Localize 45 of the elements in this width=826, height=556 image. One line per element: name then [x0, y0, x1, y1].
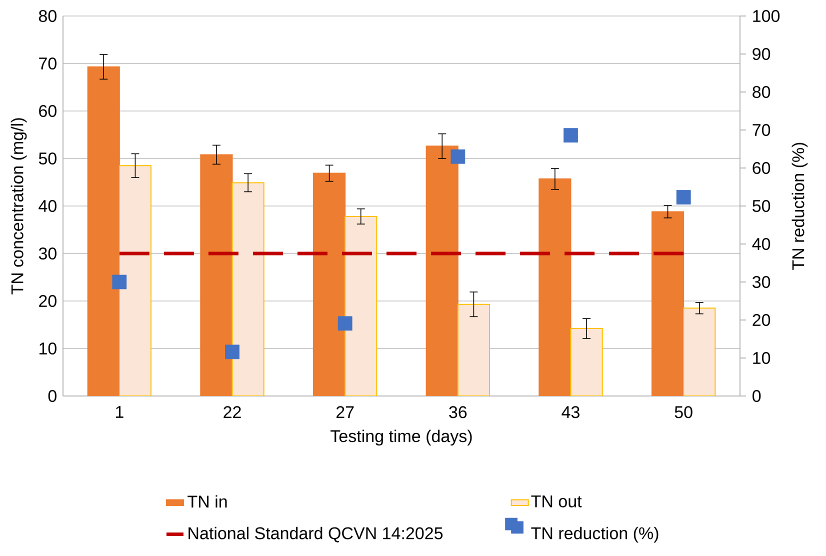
x-tick-label: 50	[674, 406, 692, 418]
y-tick-label: 80	[38, 10, 56, 22]
x-axis-title: Testing time (days)	[330, 430, 472, 446]
legend-label: TN reduction (%)	[531, 526, 658, 543]
y2-tick-label: 0	[752, 390, 761, 402]
bar	[118, 165, 152, 396]
x-tick-label: 36	[449, 406, 467, 418]
y2-tick-label: 20	[752, 314, 770, 326]
bar	[570, 328, 603, 396]
y-tick-label: 70	[39, 57, 56, 70]
point	[225, 344, 240, 360]
bar	[232, 182, 264, 396]
y2-tick-label: 10	[753, 352, 770, 364]
y2-tick-label: 40	[752, 238, 770, 250]
y2-tick-label: 80	[752, 86, 770, 98]
bar	[344, 216, 378, 396]
y-tick-label: 30	[38, 247, 56, 260]
x-tick-label: 22	[224, 406, 241, 418]
legend-label: TN out	[531, 495, 582, 508]
y2-tick-label: 70	[752, 124, 770, 136]
point	[112, 274, 127, 290]
legend-label: National Standard QCVN 14:2025	[188, 526, 443, 542]
y-tick-label: 20	[39, 294, 56, 308]
y2-tick-label: 60	[752, 162, 770, 174]
y-tick-label: 0	[48, 390, 56, 402]
y-axis-title: TN concentration (mg/l)	[10, 118, 27, 294]
y2-axis-title: TN reduction (%)	[792, 142, 808, 270]
bar	[457, 304, 490, 396]
x-tick-label: 27	[336, 406, 354, 418]
y2-tick-label: 100	[753, 10, 780, 22]
y2-tick-label: 30	[752, 276, 770, 288]
x-tick-label: 43	[562, 406, 580, 418]
y-tick-label: 60	[39, 104, 56, 118]
point	[676, 190, 691, 204]
y-tick-label: 10	[40, 342, 56, 355]
y-tick-label: 40	[38, 200, 56, 212]
y2-tick-label: 50	[752, 200, 770, 212]
point	[338, 316, 352, 331]
legend-label: TN in	[188, 495, 227, 508]
y-tick-label: 50	[38, 152, 56, 165]
x-tick-label: 1	[116, 406, 124, 418]
y2-tick-label: 90	[752, 48, 770, 60]
point	[450, 149, 466, 164]
bar	[683, 308, 716, 396]
point	[564, 128, 578, 143]
